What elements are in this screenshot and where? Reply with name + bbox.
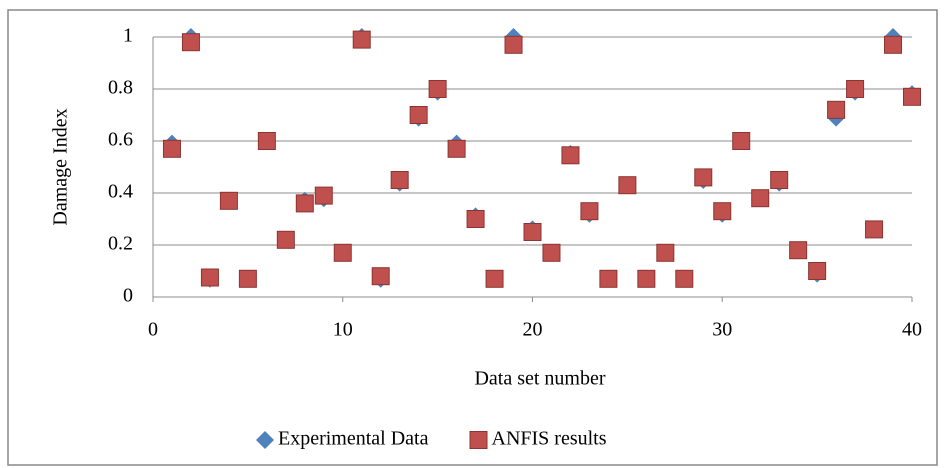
point (162, 139, 181, 158)
x-tick-label: 30 (712, 319, 732, 341)
point (846, 80, 865, 98)
point (333, 243, 352, 262)
point (371, 267, 390, 286)
point (428, 80, 447, 98)
x-tick-label: 10 (333, 319, 353, 341)
point (504, 35, 523, 54)
point (656, 243, 675, 262)
point (542, 243, 561, 262)
point (903, 87, 921, 106)
point (675, 269, 694, 288)
point (561, 146, 580, 165)
point (466, 210, 485, 228)
y-tick-label: 0.6 (108, 129, 133, 151)
point (865, 220, 884, 239)
point (637, 269, 656, 288)
point (732, 132, 751, 150)
legend-label: ANFIS results (492, 428, 607, 450)
point (181, 33, 200, 52)
y-tick-label: 0.8 (108, 77, 133, 99)
legend-marker (256, 431, 274, 449)
y-tick-label: 0.4 (108, 181, 133, 203)
point (295, 194, 314, 213)
point (314, 186, 333, 205)
y-tick-label: 1 (123, 25, 133, 47)
x-tick-label: 20 (523, 319, 543, 341)
point (238, 269, 257, 288)
point (694, 168, 713, 187)
point (485, 269, 504, 288)
point (447, 139, 466, 158)
chart-frame (7, 9, 938, 466)
point (827, 100, 846, 119)
point (523, 223, 542, 241)
point (789, 241, 808, 260)
legend-marker (469, 431, 488, 449)
point (352, 30, 371, 49)
x-tick-label: 0 (148, 319, 158, 341)
point (257, 132, 276, 150)
point (808, 262, 827, 280)
y-axis-label: Damage Index (50, 108, 72, 225)
point (884, 35, 903, 54)
x-tick-label: 40 (902, 319, 922, 341)
x-axis-label: Data set number (474, 368, 605, 390)
y-tick-label: 0 (123, 285, 133, 307)
point (409, 106, 428, 124)
point (618, 176, 637, 195)
point (713, 202, 732, 221)
point (219, 191, 238, 210)
point (276, 230, 295, 249)
legend-label: Experimental Data (278, 428, 429, 450)
point (390, 171, 409, 189)
point (770, 171, 789, 189)
point (580, 202, 599, 221)
point (200, 268, 219, 287)
y-tick-label: 0.2 (108, 233, 133, 255)
point (599, 269, 618, 288)
point (751, 189, 770, 208)
